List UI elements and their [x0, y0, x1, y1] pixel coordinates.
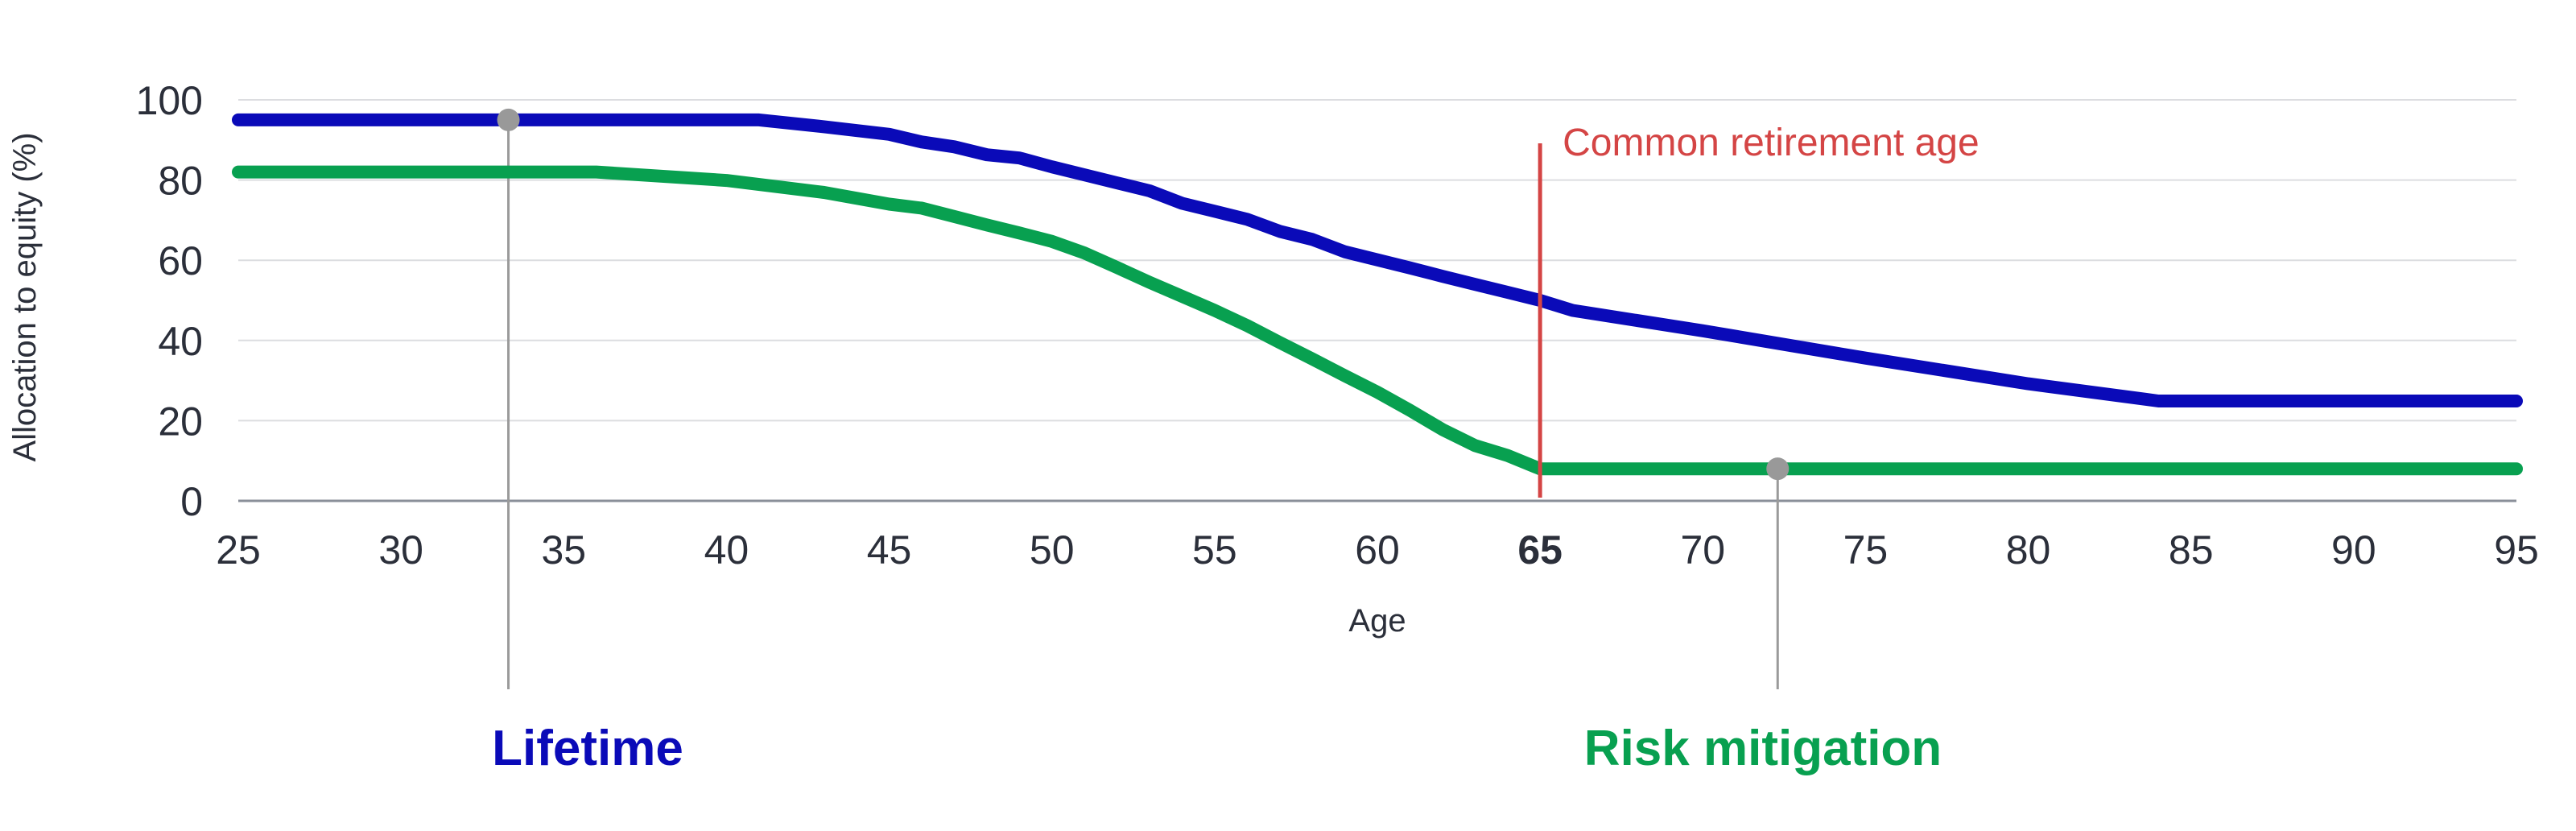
- x-tick-label: 65: [1517, 527, 1563, 573]
- y-tick-label: 40: [158, 319, 203, 364]
- x-tick-label: 35: [541, 527, 586, 573]
- y-axis-ticks: 0 20 40 60 80 100: [136, 78, 203, 524]
- y-tick-label: 100: [136, 78, 203, 123]
- x-tick-label: 80: [2006, 527, 2051, 573]
- series-line-0: [232, 113, 2523, 407]
- x-tick-label: 40: [704, 527, 749, 573]
- x-tick-label: 45: [867, 527, 912, 573]
- retirement-age-label: Common retirement age: [1563, 122, 1979, 164]
- annotations: Common retirement age: [1538, 122, 1979, 498]
- x-tick-label: 90: [2331, 527, 2376, 573]
- series-marker: [497, 108, 520, 131]
- series-lines: [232, 113, 2523, 476]
- series-markers: [497, 108, 1790, 481]
- x-axis-ticks: 25 30 35 40 45 50 55 60 65 70 75 80 85 90 95: [216, 527, 2539, 573]
- series-name-label: Lifetime: [492, 721, 683, 776]
- x-tick-label: 70: [1680, 527, 1725, 573]
- series-marker: [1766, 457, 1790, 481]
- x-tick-label: 25: [216, 527, 261, 573]
- y-tick-label: 60: [158, 238, 203, 283]
- x-tick-label: 95: [2494, 527, 2539, 573]
- x-axis-title: Age: [1348, 603, 1406, 639]
- series-name-label: Risk mitigation: [1584, 721, 1942, 776]
- series-callouts: Lifetime Risk mitigation: [492, 119, 1942, 776]
- x-tick-label: 30: [378, 527, 423, 573]
- y-tick-label: 20: [158, 399, 203, 444]
- y-tick-label: 0: [180, 479, 203, 524]
- y-tick-label: 80: [158, 159, 203, 204]
- gridlines: [238, 99, 2516, 502]
- x-tick-label: 75: [1843, 527, 1889, 573]
- series-line-1: [232, 165, 2523, 476]
- x-tick-label: 85: [2169, 527, 2214, 573]
- y-axis-title: Allocation to equity (%): [7, 132, 43, 461]
- x-tick-label: 55: [1192, 527, 1237, 573]
- x-tick-label: 60: [1355, 527, 1400, 573]
- x-tick-label: 50: [1030, 527, 1075, 573]
